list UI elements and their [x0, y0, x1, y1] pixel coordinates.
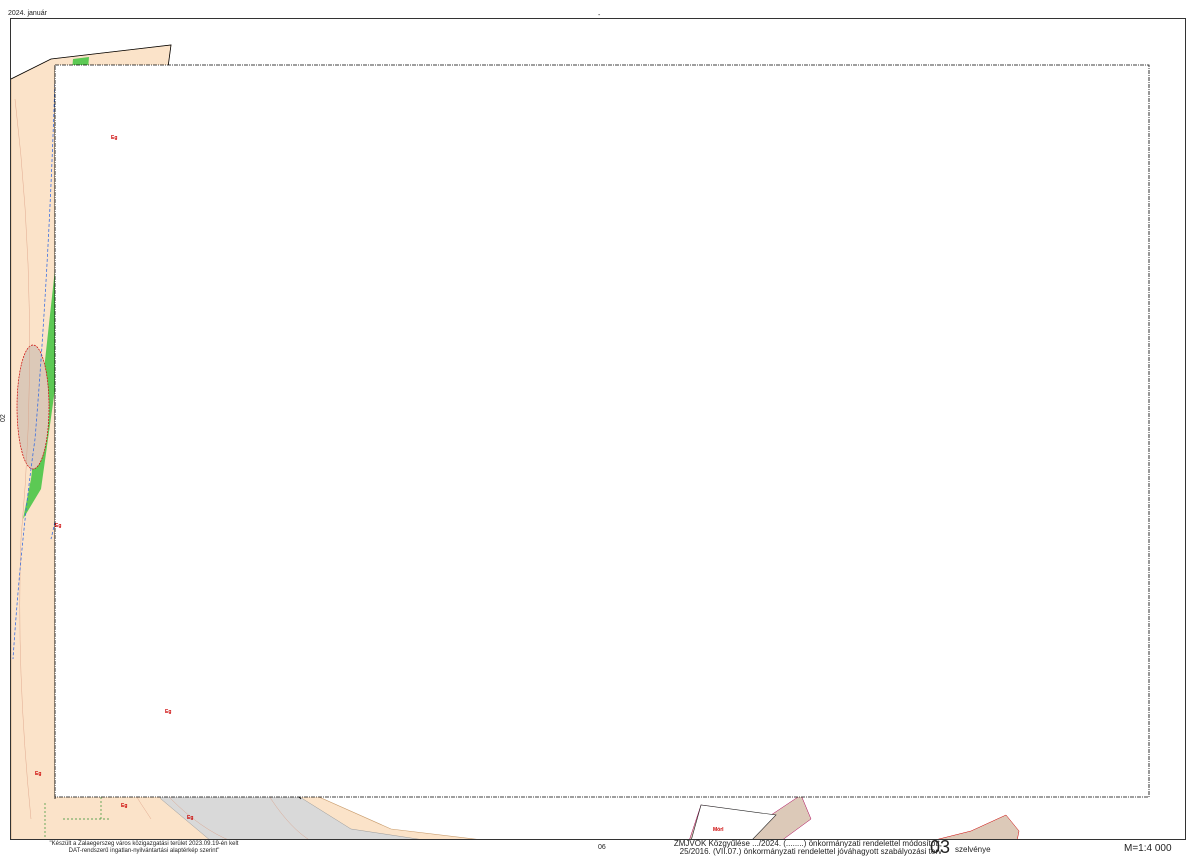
zone-labels: Eg Eg Eg Eg Eg Eg Mórl	[35, 135, 724, 833]
zone-label: Eg	[35, 771, 41, 777]
road-line	[44, 605, 111, 839]
credit-line-2: DAT-rendszerű ingatlan-nyilvántartási al…	[68, 848, 220, 854]
zone-label: Eg	[55, 523, 61, 529]
small-parcel	[691, 804, 777, 839]
map-scale: M=1:4 000	[1124, 843, 1172, 854]
planning-area-frame	[54, 64, 1150, 798]
decree-line-2: 25/2016. (VII.07.) önkormányzati rendele…	[679, 847, 942, 856]
zone-label: Eg	[165, 709, 171, 715]
zone-label: Mórl	[713, 827, 724, 833]
adjacent-sheet-left: 02	[0, 414, 7, 422]
sheet-suffix: szelvénye	[955, 845, 991, 854]
sheet-number: 03	[930, 837, 951, 857]
zone-label: Eg	[121, 803, 127, 809]
decree-line-1: ZMJVÖK Közgyűlése .../2024. (........) ö…	[673, 839, 942, 848]
adjacent-sheet-bottom: 06	[598, 844, 606, 851]
credit-line-1: "Készült a Zalaegerszeg város közigazgat…	[49, 841, 239, 847]
decree-text: ZMJVÖK Közgyűlése .../2024. (........) ö…	[612, 840, 942, 856]
map-canvas: Eg Eg Eg Eg Eg Eg Mórl	[11, 44, 1150, 839]
map-credit: "Készült a Zalaegerszeg város közigazgat…	[14, 841, 274, 855]
date-label: 2024. január	[8, 10, 47, 17]
zone-label: Eg	[111, 135, 117, 141]
zone-label: Eg	[187, 815, 193, 821]
center-mark: -	[598, 12, 601, 19]
map-frame[interactable]: Eg Eg Eg Eg Eg Eg Mórl	[10, 18, 1186, 840]
